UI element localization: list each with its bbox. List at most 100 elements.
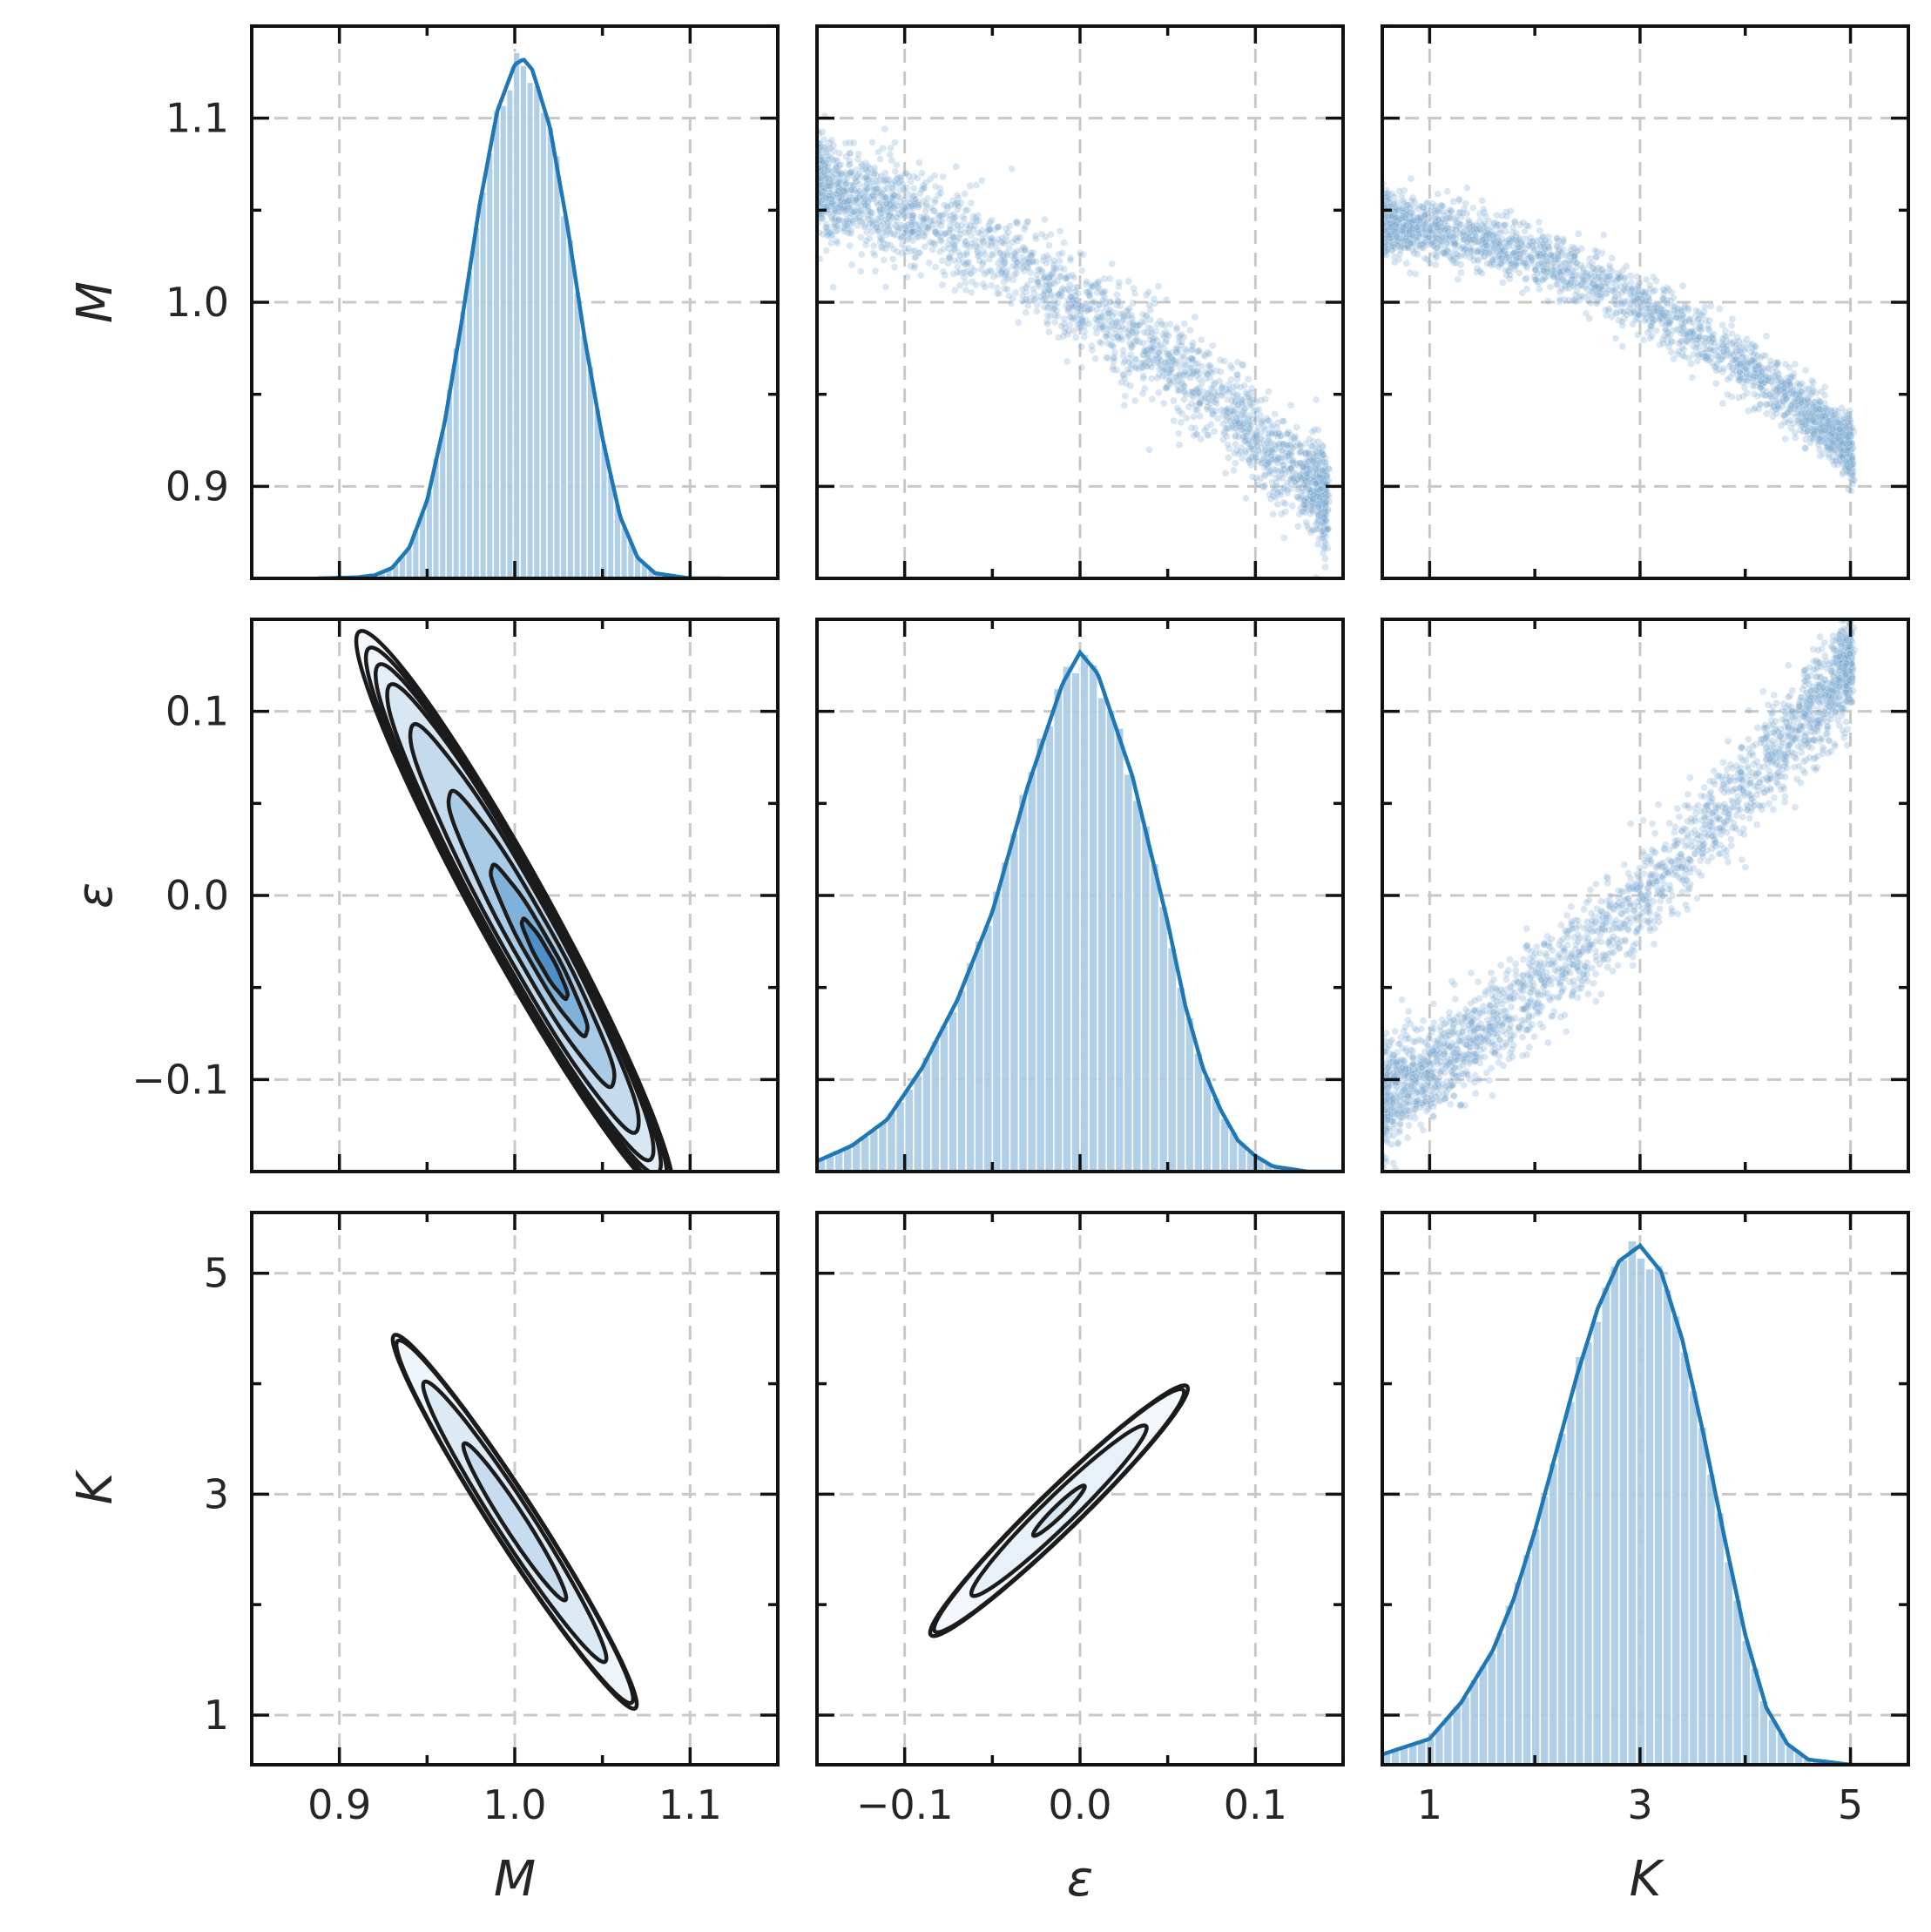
scatter-point [1162, 338, 1170, 347]
scatter-point [1004, 273, 1012, 281]
scatter-point [1045, 328, 1053, 336]
scatter-point [1168, 348, 1177, 356]
scatter-point [818, 184, 827, 192]
scatter-point [1066, 293, 1075, 301]
scatter-point [1260, 481, 1269, 490]
scatter-point [849, 181, 857, 190]
scatter-point [911, 253, 919, 261]
scatter-point [897, 221, 906, 230]
scatter-point [1135, 321, 1144, 329]
scatter-point [1238, 398, 1246, 407]
scatter-point [879, 145, 887, 152]
scatter-point [825, 138, 834, 147]
scatter-point [911, 199, 920, 207]
scatter-point [1300, 463, 1307, 472]
scatter-point [1259, 458, 1266, 467]
scatter-point [1320, 530, 1327, 539]
scatter-point [1314, 474, 1323, 483]
scatter-point [1201, 368, 1210, 376]
scatter-point [820, 171, 828, 179]
scatter-point [834, 176, 843, 185]
scatter-point [1070, 299, 1078, 307]
scatter-point [910, 197, 919, 205]
scatter-point [978, 235, 986, 244]
scatter-point [820, 161, 829, 170]
hist-bar [1105, 709, 1117, 1172]
scatter-point [878, 236, 887, 245]
scatter-point [936, 189, 945, 197]
scatter-point [1317, 493, 1325, 502]
scatter-point [945, 253, 953, 262]
scatter-point [1295, 471, 1304, 480]
scatter-point [873, 225, 881, 233]
scatter-point [881, 125, 889, 133]
scatter-point [1150, 343, 1158, 351]
scatter-point [1168, 365, 1177, 374]
scatter-point [919, 228, 928, 236]
scatter-point [1310, 473, 1318, 482]
scatter-point [894, 206, 901, 214]
scatter-point [1216, 356, 1225, 364]
scatter-point [1003, 268, 1010, 277]
scatter-point [1094, 278, 1102, 287]
scatter-point [1177, 418, 1185, 427]
scatter-point [1153, 374, 1161, 382]
scatter-point [1144, 362, 1151, 370]
scatter-point [1302, 518, 1310, 527]
scatter-point [1254, 423, 1262, 432]
scatter-point [1057, 292, 1066, 301]
scatter-point [883, 185, 892, 193]
scatter-point [824, 185, 833, 193]
scatter-point [920, 215, 928, 223]
scatter-point [832, 205, 841, 213]
scatter-point [1319, 457, 1327, 466]
scatter-point [1306, 487, 1314, 496]
scatter-point [1205, 361, 1212, 370]
scatter-point [1321, 458, 1330, 467]
hist-bar [566, 239, 575, 578]
hist-bar [1131, 799, 1143, 1172]
scatter-point [1287, 436, 1295, 444]
hist-bar [1714, 1511, 1725, 1765]
scatter-point [962, 250, 970, 259]
scatter-point [829, 191, 838, 199]
scatter-point [920, 213, 928, 221]
scatter-point [874, 179, 882, 186]
scatter-point [1223, 395, 1232, 404]
scatter-point [998, 233, 1006, 242]
scatter-point [939, 211, 947, 220]
scatter-point [1020, 257, 1028, 266]
scatter-point [857, 162, 866, 171]
scatter-point [861, 223, 868, 231]
scatter-point [1300, 472, 1308, 480]
scatter-point [861, 188, 870, 197]
scatter-point [1249, 456, 1257, 463]
scatter-point [949, 233, 958, 241]
scatter-point [1319, 442, 1327, 449]
scatter-point [1310, 425, 1319, 434]
hist-bar [1026, 770, 1037, 1172]
scatter-point [949, 216, 957, 224]
scatter-point [1546, 283, 1555, 291]
scatter-point [1003, 285, 1011, 294]
scatter-point [962, 279, 969, 287]
scatter-point [936, 233, 944, 241]
scatter-point [1323, 472, 1332, 480]
scatter-point [1222, 424, 1230, 432]
scatter-point [936, 235, 945, 244]
scatter-point [880, 256, 888, 264]
scatter-point [1140, 361, 1149, 369]
scatter-point [1317, 504, 1325, 513]
scatter-point [1260, 471, 1269, 480]
scatter-point [1321, 503, 1330, 512]
scatter-point [1139, 375, 1147, 382]
scatter-point [826, 190, 834, 199]
scatter-point [946, 226, 954, 234]
scatter-point [829, 156, 838, 165]
scatter-point [833, 237, 841, 245]
scatter-point [881, 177, 889, 186]
scatter-point [1047, 230, 1055, 239]
scatter-point [1315, 493, 1323, 501]
scatter-point [1269, 487, 1278, 496]
hist-bar [519, 64, 528, 578]
